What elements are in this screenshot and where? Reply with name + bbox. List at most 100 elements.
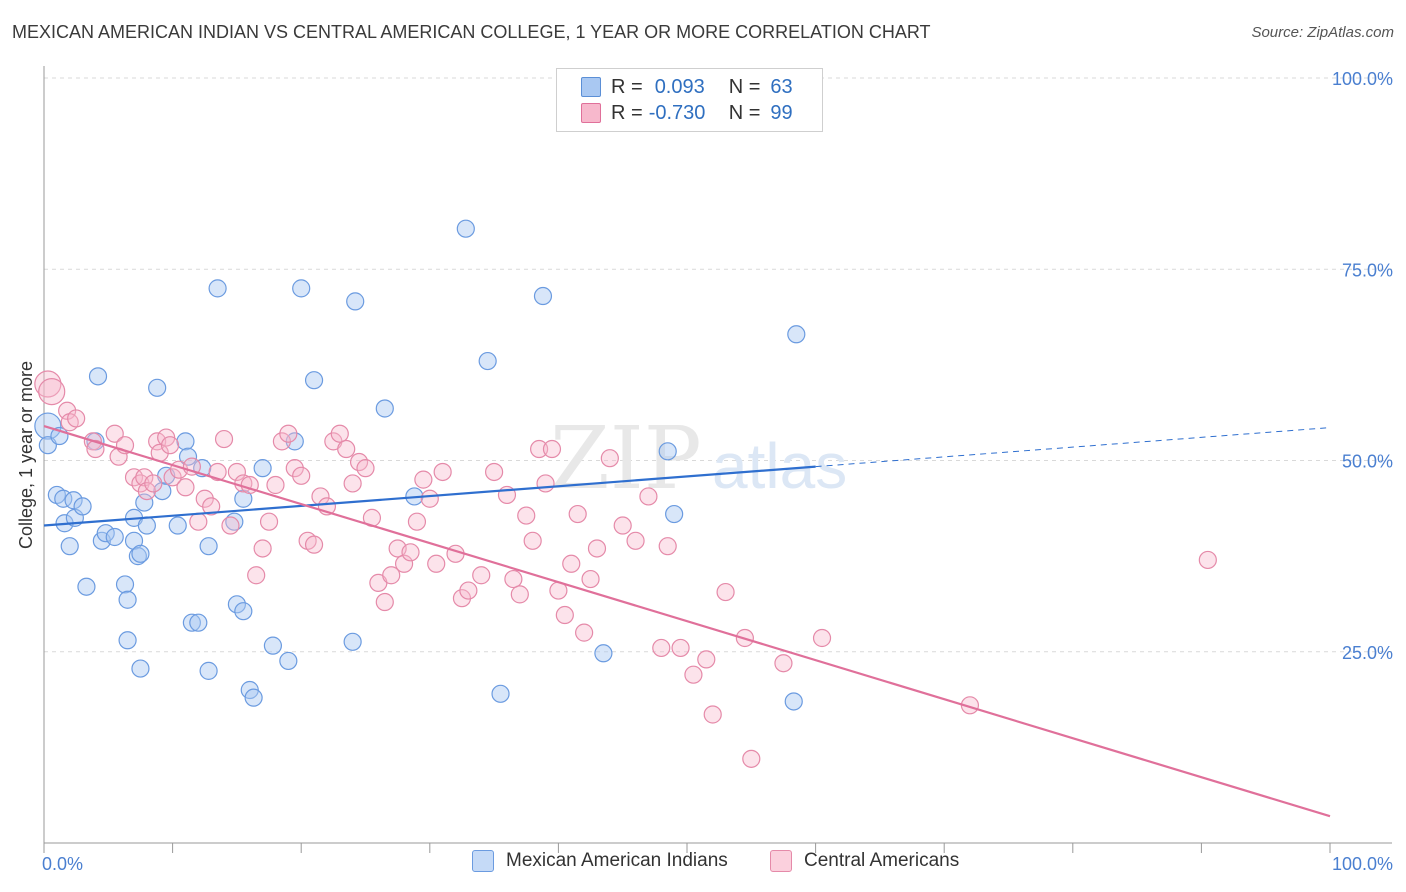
axes [43,66,1392,853]
data-point [420,489,439,508]
data-point [208,279,227,298]
data-point [38,378,66,406]
stat-swatch-pink [581,103,601,123]
legend-label: Central Americans [804,850,960,871]
grid-lines [44,77,1392,653]
data-point [375,592,394,612]
chart-legend: Mexican American Indians Central America… [0,850,1406,878]
data-point [613,516,632,535]
data-point [414,470,433,489]
x-tick-label: 0.0% [42,854,83,874]
data-point [96,524,115,543]
r-label: R = [611,101,643,124]
data-point [375,399,394,418]
data-point [581,569,600,589]
data-point [533,286,553,306]
data-point [787,325,806,344]
data-point [182,613,201,632]
data-point [555,605,574,625]
data-point [774,654,793,673]
data-point [135,493,154,512]
data-point [64,491,83,510]
data-point [382,566,401,585]
data-point [247,566,266,585]
data-point [279,651,298,671]
data-point [491,684,510,703]
series-mexican-american-indians [34,219,806,711]
data-point [658,442,677,461]
data-point [536,474,555,493]
data-point [639,487,658,506]
data-point [105,424,124,443]
r-label: R = [611,75,643,98]
data-point [244,688,263,707]
series-central-americans [34,370,1217,768]
tick-labels: 25.0% 50.0% 75.0% 100.0% 0.0% 100.0% [42,69,1393,874]
data-point [1198,550,1217,570]
data-point [148,378,167,397]
y-tick-label: 75.0% [1342,260,1393,280]
data-point [330,424,349,443]
n-value: 63 [770,75,793,98]
y-axis-label: College, 1 year or more [16,361,36,549]
data-point [86,439,105,459]
legend-item-mexican-american-indians[interactable]: Mexican American Indians [472,850,728,872]
data-point [88,367,108,386]
data-point [304,535,324,554]
data-point [517,506,536,525]
data-point [600,449,619,468]
data-point [587,539,607,558]
zipatlas-watermark: ZIP atlas [550,409,847,509]
y-tick-label: 100.0% [1332,69,1393,89]
data-point [568,504,587,524]
data-point [234,602,253,621]
data-point [115,575,135,594]
stat-row-mexican-american-indians: R = 0.093 N = 63 [581,75,793,99]
data-point [118,631,137,650]
data-point [346,292,365,311]
data-point [279,424,298,443]
data-point [266,475,285,495]
data-point [128,547,147,566]
legend-swatch-pink [770,850,792,872]
data-point [562,554,581,573]
trend-lines [43,425,1331,818]
x-tick-label: 100.0% [1332,854,1393,874]
data-point [530,439,549,459]
data-point [176,432,195,451]
data-point [594,644,613,663]
data-point [343,474,362,493]
n-label: N = [728,75,761,98]
data-point [189,613,208,632]
data-point [478,351,497,371]
data-point [337,439,356,459]
watermark-atlas: atlas [712,430,847,502]
n-value: 99 [770,101,793,124]
data-point [697,650,716,669]
trend-line [43,465,816,527]
legend-label: Mexican American Indians [506,850,728,871]
trend-line-extension [815,427,1331,468]
data-point [433,462,452,482]
data-point [253,539,272,558]
correlation-stats-box: R = 0.093 N = 63 R = -0.730 N = 99 [556,68,823,132]
data-point [199,661,218,680]
data-point [168,516,187,535]
data-point [459,581,478,600]
data-point [178,447,198,466]
data-point [60,537,79,556]
data-point [575,623,594,642]
data-point [542,439,562,459]
data-point [176,478,195,497]
data-point [253,459,272,478]
data-point [259,512,279,531]
data-point [292,466,311,485]
data-point [221,516,240,535]
legend-item-central-americans[interactable]: Central Americans [770,850,959,872]
data-point [626,531,645,550]
data-point [67,409,86,428]
data-point [504,569,523,589]
data-point [716,582,735,602]
data-point [77,577,96,596]
data-point [227,595,246,614]
